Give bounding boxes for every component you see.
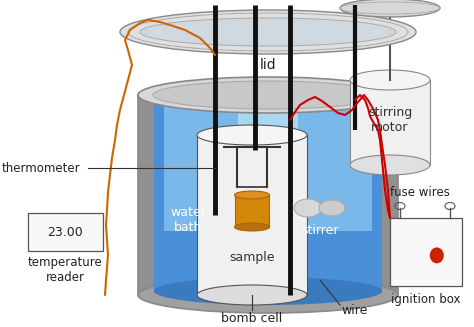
Ellipse shape xyxy=(138,77,398,113)
Ellipse shape xyxy=(154,85,382,113)
Polygon shape xyxy=(138,95,160,295)
Polygon shape xyxy=(235,195,269,227)
Ellipse shape xyxy=(430,248,444,264)
Text: temperature
reader: temperature reader xyxy=(27,256,102,284)
Polygon shape xyxy=(376,95,398,295)
Polygon shape xyxy=(197,135,307,295)
Polygon shape xyxy=(154,99,382,291)
Text: water
bath: water bath xyxy=(170,206,206,234)
FancyBboxPatch shape xyxy=(28,213,103,251)
Ellipse shape xyxy=(340,0,440,17)
Ellipse shape xyxy=(138,277,398,313)
Polygon shape xyxy=(164,99,372,231)
Polygon shape xyxy=(238,99,298,159)
Text: bomb cell: bomb cell xyxy=(221,312,283,324)
Ellipse shape xyxy=(197,285,307,305)
Polygon shape xyxy=(138,95,398,295)
Ellipse shape xyxy=(120,10,416,54)
Text: sample: sample xyxy=(229,251,275,265)
Text: stirring
motor: stirring motor xyxy=(368,106,412,134)
Text: stirrer: stirrer xyxy=(301,223,339,236)
Ellipse shape xyxy=(235,223,270,231)
Text: ignition box: ignition box xyxy=(391,294,461,306)
Ellipse shape xyxy=(140,18,396,46)
Ellipse shape xyxy=(294,199,322,217)
Text: wire: wire xyxy=(342,303,368,317)
Text: 23.00: 23.00 xyxy=(47,226,83,238)
FancyBboxPatch shape xyxy=(390,218,462,286)
Text: fuse wires: fuse wires xyxy=(390,185,450,198)
Text: lid: lid xyxy=(260,58,276,72)
Ellipse shape xyxy=(235,191,270,199)
Ellipse shape xyxy=(154,277,382,305)
Ellipse shape xyxy=(350,155,430,175)
Ellipse shape xyxy=(319,200,345,216)
Ellipse shape xyxy=(197,125,307,145)
Ellipse shape xyxy=(153,81,383,109)
Text: thermometer: thermometer xyxy=(2,162,81,175)
Polygon shape xyxy=(350,80,430,165)
Ellipse shape xyxy=(350,70,430,90)
